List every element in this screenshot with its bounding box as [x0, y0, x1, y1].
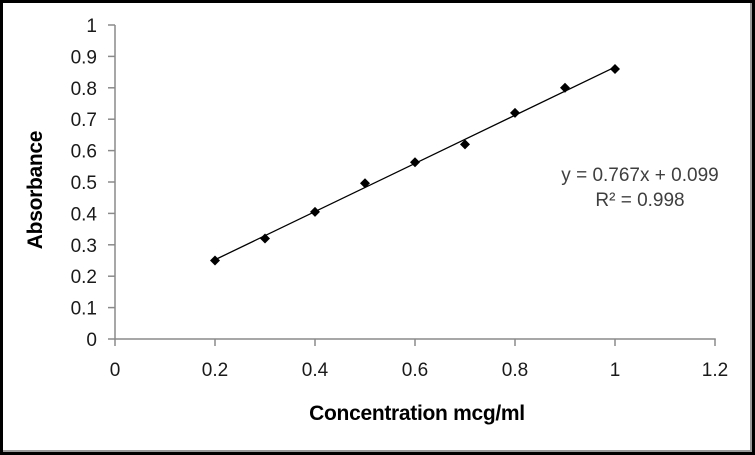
r-squared-text: R² = 0.998 [595, 190, 685, 211]
data-point-marker [260, 233, 270, 244]
y-tick-label: 0.6 [71, 142, 97, 163]
y-tick-label: 0.8 [71, 79, 97, 100]
y-tick-label: 0.2 [71, 267, 97, 288]
data-point-marker [310, 206, 320, 217]
y-tick-label: 1 [86, 16, 97, 37]
y-tick-label: 0.5 [71, 173, 97, 194]
data-point-marker [210, 255, 220, 266]
data-point-marker [460, 139, 470, 150]
x-tick-label: 1 [610, 360, 621, 381]
x-axis-title: Concentration mcg/ml [309, 402, 525, 425]
trendline-annotation: y = 0.767x + 0.099 R² = 0.998 [561, 163, 718, 213]
y-tick-label: 0 [86, 330, 97, 351]
x-tick-label: 0.8 [502, 360, 528, 381]
y-tick-label: 0.9 [71, 47, 97, 68]
data-point-marker [610, 63, 620, 74]
data-point-marker [360, 178, 370, 189]
data-point-marker [510, 107, 520, 118]
x-tick-label: 0.4 [302, 360, 329, 381]
data-point-marker [410, 157, 420, 168]
y-tick-label: 0.7 [71, 110, 97, 131]
trendline-equation-text: y = 0.767x + 0.099 [561, 165, 719, 186]
y-axis-title: Absorbance [24, 130, 47, 250]
data-point-marker [560, 82, 570, 93]
x-tick-label: 1.2 [702, 360, 728, 381]
y-tick-label: 0.1 [71, 299, 97, 320]
x-tick-label: 0.6 [402, 360, 428, 381]
y-tick-label: 0.3 [71, 236, 97, 257]
x-tick-label: 0 [110, 360, 121, 381]
x-tick-label: 0.2 [202, 360, 228, 381]
y-tick-label: 0.4 [71, 204, 98, 225]
